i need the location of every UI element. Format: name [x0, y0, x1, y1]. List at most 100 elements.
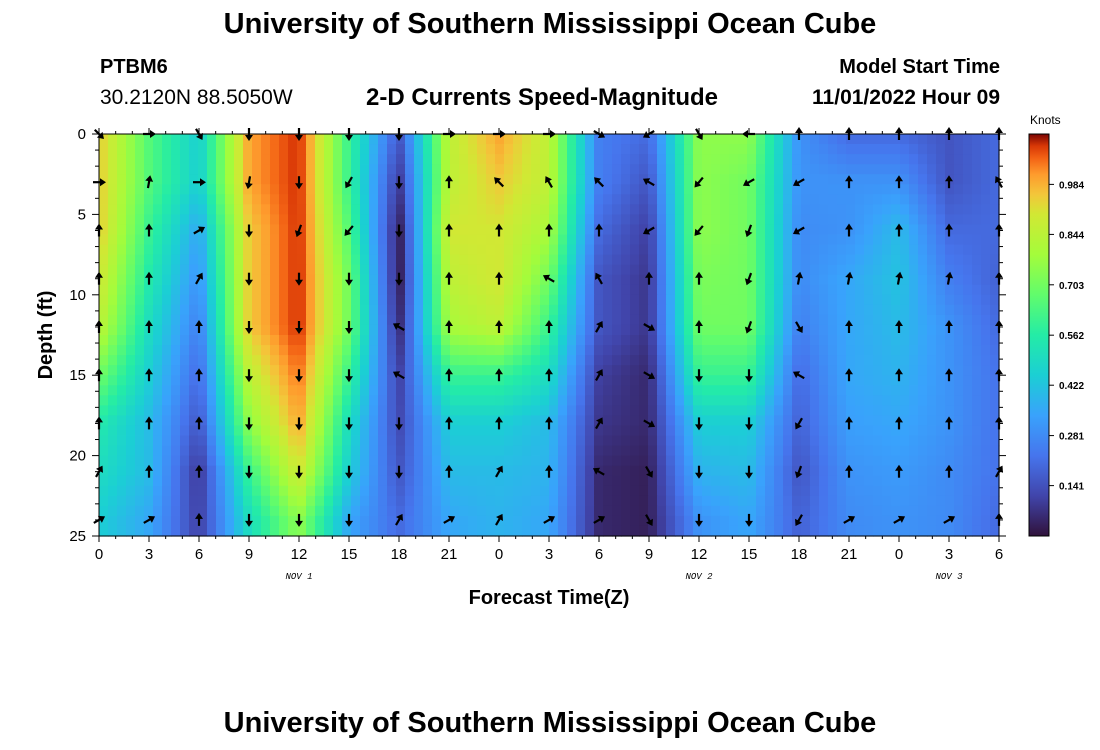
heatmap-cell — [594, 284, 604, 296]
heatmap-cell — [297, 465, 307, 477]
heatmap-cell — [234, 515, 244, 527]
heatmap-cell — [756, 164, 766, 175]
direction-arrow — [495, 271, 503, 285]
heatmap-cell — [432, 465, 442, 477]
heatmap-cell — [981, 365, 991, 376]
heatmap-cell — [954, 365, 964, 376]
heatmap-cell — [963, 505, 973, 517]
direction-arrow — [745, 513, 753, 527]
heatmap-cell — [657, 234, 667, 246]
heatmap-cell — [612, 194, 622, 205]
heatmap-cell — [423, 395, 433, 406]
heatmap-cell — [405, 324, 415, 336]
heatmap-cell — [360, 174, 370, 185]
heatmap-cell — [909, 304, 919, 316]
heatmap-cell — [216, 254, 226, 266]
heatmap-cell — [657, 314, 667, 326]
heatmap-cell — [99, 485, 109, 497]
heatmap-cell — [927, 154, 937, 165]
heatmap-cell — [288, 284, 298, 296]
heatmap-cell — [108, 204, 118, 215]
heatmap-cell — [540, 244, 550, 256]
heatmap-cell — [873, 415, 883, 427]
heatmap-cell — [450, 525, 460, 537]
heatmap-cell — [954, 375, 964, 386]
heatmap-cell — [189, 154, 199, 165]
heatmap-cell — [513, 375, 523, 386]
heatmap-cell — [252, 385, 262, 396]
heatmap-cell — [180, 415, 190, 427]
heatmap-cell — [720, 515, 730, 527]
heatmap-cell — [873, 455, 883, 467]
heatmap-cell — [981, 204, 991, 215]
heatmap-cell — [108, 184, 118, 195]
heatmap-cell — [603, 445, 613, 457]
heatmap-cell — [792, 375, 802, 386]
heatmap-cell — [828, 304, 838, 316]
heatmap-cell — [243, 365, 253, 376]
heatmap-cell — [387, 335, 397, 346]
heatmap-cell — [603, 425, 613, 437]
heatmap-cell — [189, 174, 199, 185]
heatmap-cell — [891, 284, 901, 296]
heatmap-cell — [342, 214, 352, 226]
heatmap-cell — [495, 505, 505, 517]
heatmap-cell — [756, 525, 766, 537]
heatmap-cell — [639, 515, 649, 527]
heatmap-cell — [486, 435, 496, 447]
heatmap-cell — [720, 475, 730, 487]
heatmap-cell — [891, 385, 901, 396]
station-coordinates: 30.2120N 88.5050W — [100, 86, 293, 109]
heatmap-cell — [279, 134, 289, 145]
heatmap-cell — [711, 365, 721, 376]
heatmap-cell — [738, 254, 748, 266]
heatmap-cell — [567, 435, 577, 447]
heatmap-cell — [945, 505, 955, 517]
heatmap-cell — [585, 184, 595, 195]
direction-arrow — [845, 271, 854, 285]
heatmap-cell — [432, 264, 442, 276]
heatmap-cell — [270, 525, 280, 537]
heatmap-cell — [108, 194, 118, 205]
heatmap-cell — [810, 184, 820, 195]
heatmap-cell — [837, 234, 847, 246]
heatmap-cell — [720, 284, 730, 296]
heatmap-cell — [342, 254, 352, 266]
heatmap-cell — [477, 355, 487, 366]
heatmap-cell — [963, 455, 973, 467]
heatmap-cell — [864, 525, 874, 537]
heatmap-cell — [828, 174, 838, 185]
heatmap-cell — [495, 244, 505, 256]
heatmap-cell — [882, 284, 892, 296]
heatmap-cell — [162, 475, 172, 487]
heatmap-cell — [279, 425, 289, 437]
direction-arrow — [145, 175, 154, 189]
heatmap-cell — [234, 335, 244, 346]
heatmap-cell — [576, 495, 586, 507]
heatmap-cell — [351, 134, 361, 145]
heatmap-cell — [756, 284, 766, 296]
heatmap-cell — [864, 254, 874, 266]
heatmap-cell — [828, 465, 838, 477]
heatmap-cell — [99, 405, 109, 416]
heatmap-cell — [819, 194, 829, 205]
heatmap-cell — [135, 184, 145, 195]
heatmap-cell — [207, 284, 217, 296]
heatmap-cell — [306, 475, 316, 487]
heatmap-cell — [819, 485, 829, 497]
heatmap-cell — [594, 194, 604, 205]
heatmap-cell — [819, 234, 829, 246]
heatmap-cell — [801, 345, 811, 356]
heatmap-cell — [450, 425, 460, 437]
heatmap-cell — [909, 314, 919, 326]
heatmap-cell — [702, 254, 712, 266]
heatmap-cell — [522, 485, 532, 497]
heatmap-cell — [477, 445, 487, 457]
heatmap-cell — [513, 154, 523, 165]
heatmap-cell — [972, 284, 982, 296]
heatmap-cell — [144, 304, 154, 316]
heatmap-cell — [963, 284, 973, 296]
heatmap-cell — [981, 505, 991, 517]
heatmap-cell — [882, 144, 892, 155]
heatmap-cell — [828, 375, 838, 386]
